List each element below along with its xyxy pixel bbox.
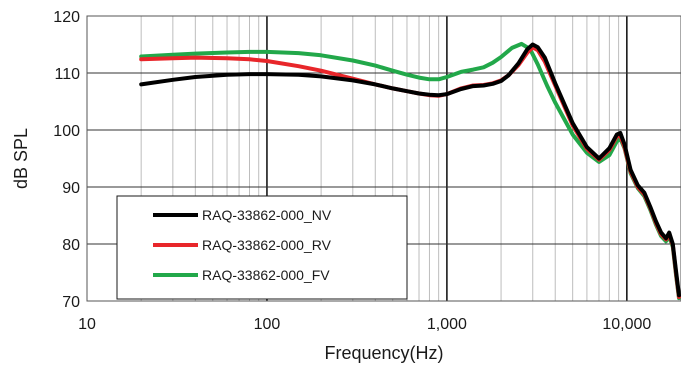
y-axis-tick-labels: 70 80 90 100 110 120 bbox=[53, 9, 80, 311]
y-tick-label: 110 bbox=[54, 66, 80, 83]
legend-box bbox=[116, 195, 408, 300]
y-tick-label: 80 bbox=[62, 237, 80, 254]
y-tick-label: 100 bbox=[53, 123, 80, 140]
x-axis-title: Frequency(Hz) bbox=[324, 343, 443, 363]
plot-area-frame bbox=[86, 15, 681, 302]
legend-label: RAQ-33862-000_RV bbox=[202, 237, 332, 253]
x-tick-label: 1,000 bbox=[427, 316, 467, 333]
series-line-raq-33862-000_nv bbox=[139, 42, 681, 298]
legend: RAQ-33862-000_NV RAQ-33862-000_RV RAQ-3386… bbox=[116, 195, 408, 300]
x-tick-label: 100 bbox=[254, 316, 281, 333]
legend-label: RAQ-33862-000_NV bbox=[202, 207, 332, 223]
x-tick-label: 10,000 bbox=[602, 316, 651, 333]
legend-label: RAQ-33862-000_FV bbox=[202, 267, 330, 283]
y-tick-label: 90 bbox=[62, 180, 80, 197]
y-axis-title: dB SPL bbox=[11, 128, 31, 189]
y-tick-label: 120 bbox=[53, 9, 80, 26]
x-tick-label: 10 bbox=[78, 316, 96, 333]
x-axis-tick-labels: 10 100 1,000 10,000 bbox=[78, 316, 651, 333]
y-tick-label: 70 bbox=[62, 294, 80, 311]
minor-gridlines bbox=[140, 16, 620, 301]
series-lines bbox=[139, 41, 681, 301]
